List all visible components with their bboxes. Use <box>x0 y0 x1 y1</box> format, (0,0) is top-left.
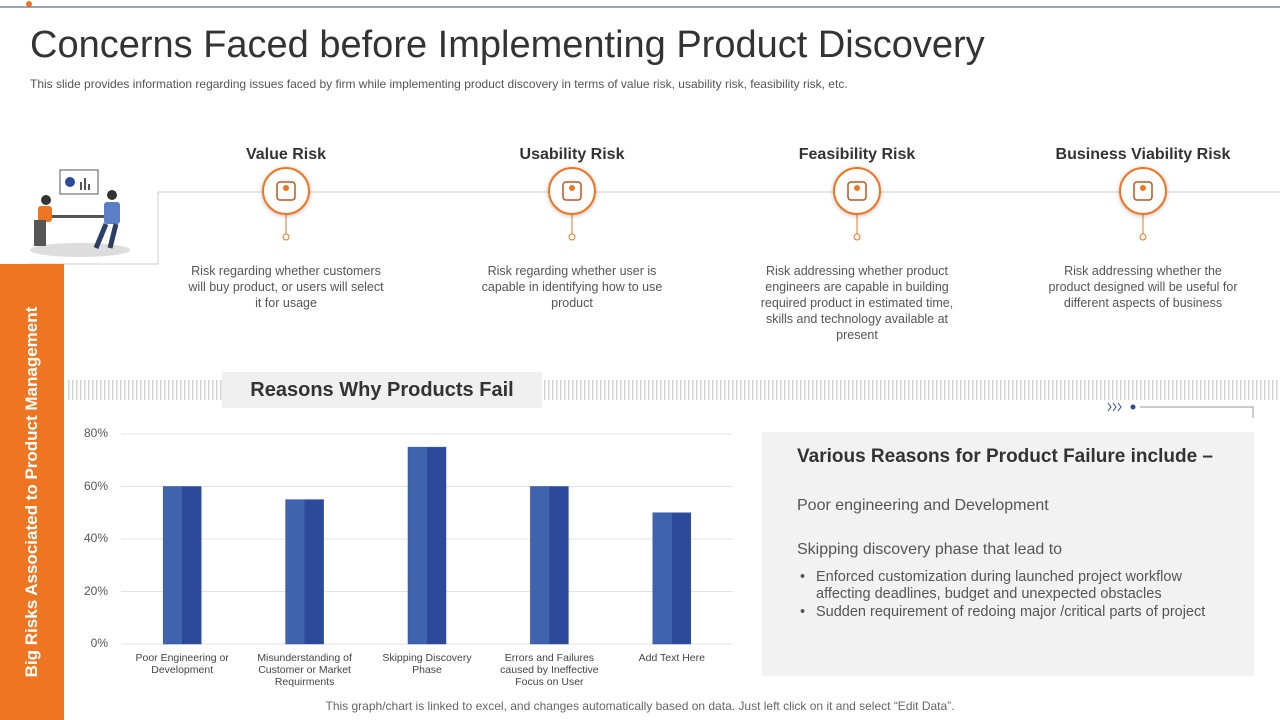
bar <box>407 446 447 645</box>
panel-heading: Various Reasons for Product Failure incl… <box>797 446 1213 467</box>
risk-description: Risk regarding whether user is capable i… <box>481 264 663 310</box>
bar <box>530 486 569 645</box>
reason-subitem: Enforced customization during launched p… <box>800 569 1240 603</box>
risk-title: Usability Risk <box>519 146 625 163</box>
subitem-text: Sudden requirement of redoing major /cri… <box>816 604 1206 620</box>
risk-title: Business Viability Risk <box>1055 146 1231 163</box>
reasons-panel <box>762 432 1254 676</box>
reason-item: Poor engineering and Development <box>797 497 1049 514</box>
bracket-line <box>30 191 1280 265</box>
risk-title: Feasibility Risk <box>798 146 916 163</box>
y-tick-label: 20% <box>83 583 108 598</box>
slide-subtitle: This slide provides information regardin… <box>30 77 848 91</box>
y-tick-label: 40% <box>83 531 108 545</box>
risk-icon <box>847 181 867 201</box>
reason-item: Skipping discovery phase that lead to <box>797 541 1063 558</box>
risk-dot <box>853 233 861 241</box>
risk-title: Value Risk <box>245 146 327 163</box>
risk-description: Risk addressing whether the product desi… <box>1048 264 1238 310</box>
risk-icon-detail <box>569 185 575 191</box>
meeting-illustration <box>30 169 130 257</box>
x-tick-label: Errors and Failures caused by Ineffectiv… <box>500 652 599 688</box>
x-tick-label: Poor Engineering or Development <box>135 652 229 676</box>
risk-icon <box>1133 181 1153 201</box>
risk-description: Risk regarding whether customers will bu… <box>188 264 384 310</box>
risk-icon <box>276 181 296 201</box>
bar <box>652 512 692 645</box>
reason-subitem: Sudden requirement of redoing major /cri… <box>800 604 1240 621</box>
y-tick-label: 80% <box>83 426 108 440</box>
risk-icon-detail <box>854 185 860 191</box>
y-tick-label: 60% <box>83 478 108 493</box>
footnote: This graph/chart is linked to excel, and… <box>325 699 955 713</box>
x-tick-label: Misunderstanding of Customer or Market R… <box>257 652 352 688</box>
x-tick-label: Add Text Here <box>638 652 705 664</box>
top-dot <box>26 1 32 7</box>
risk-description: Risk addressing whether product engineer… <box>760 264 954 342</box>
sidebar-label: Big Risks Associated to Product Manageme… <box>22 306 41 678</box>
risk-dot <box>1139 233 1147 241</box>
panel-decoration <box>1107 402 1254 418</box>
risk-icon-detail <box>283 185 289 191</box>
y-tick-label: 0% <box>90 636 108 650</box>
bar <box>285 499 324 645</box>
bar <box>162 486 202 645</box>
risk-dot <box>282 233 290 241</box>
x-tick-label: Skipping Discovery Phase <box>382 652 472 676</box>
risk-dot <box>568 233 576 241</box>
chart-title: Reasons Why Products Fail <box>222 372 542 408</box>
subitem-text: Enforced customization during launched p… <box>816 569 1182 602</box>
sidebar: Big Risks Associated to Product Manageme… <box>0 264 64 720</box>
risk-icon-detail <box>1140 185 1146 191</box>
risk-icon <box>562 181 582 201</box>
slide-title: Concerns Faced before Implementing Produ… <box>30 24 985 66</box>
